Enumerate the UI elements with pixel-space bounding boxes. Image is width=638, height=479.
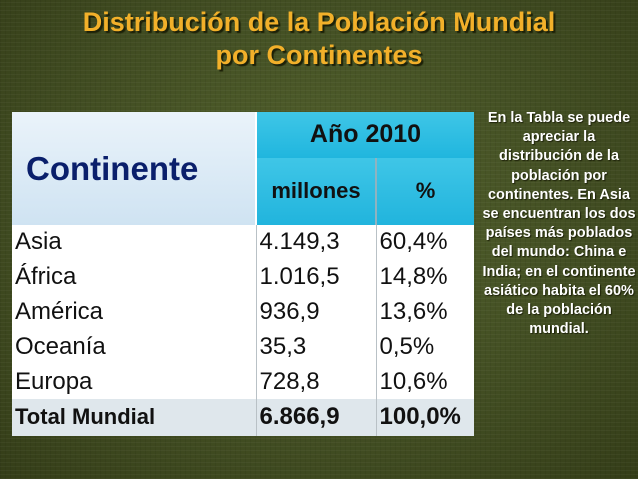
slide-title-line2: por Continentes — [215, 40, 423, 70]
table-row: África 1.016,5 14,8% — [12, 259, 474, 295]
table-row: Oceanía 35,3 0,5% — [12, 329, 474, 365]
cell-percent: 60,4% — [379, 228, 448, 256]
header-year: Año 2010 — [256, 112, 475, 158]
cell-continent: África — [12, 259, 257, 295]
table-row: Asia 4.149,3 60,4% — [12, 225, 474, 260]
slide-title-line1: Distribución de la Población Mundial — [82, 7, 556, 37]
header-millions: millones — [256, 157, 377, 226]
cell-continent: Oceanía — [12, 329, 257, 365]
header-continent: Continente — [12, 112, 257, 226]
cell-millions: 936,9 — [256, 294, 377, 330]
cell-percent: 10,6% — [379, 367, 448, 395]
cell-percent: 0,5% — [379, 332, 435, 360]
table-row: América 936,9 13,6% — [12, 294, 474, 330]
table-total-row: Total Mundial 6.866,9 100,0% — [12, 398, 475, 436]
cell-total-label: Total Mundial — [12, 398, 257, 436]
cell-percent: 13,6% — [379, 298, 448, 326]
cell-millions: 35,3 — [256, 329, 377, 365]
table-row: Europa 728,8 10,6% — [12, 364, 474, 399]
cell-continent: Europa — [12, 364, 257, 399]
population-table: Continente Año 2010 millones % Asia 4.14… — [12, 112, 475, 436]
cell-millions: 728,8 — [256, 364, 377, 399]
cell-percent: 14,8% — [379, 263, 448, 291]
cell-millions: 1.016,5 — [256, 259, 377, 295]
cell-continent: América — [12, 294, 257, 330]
side-note-text: En la Tabla se puede apreciar la distrib… — [482, 110, 636, 338]
header-percent: % — [376, 157, 475, 226]
cell-total-percent: 100,0% — [376, 398, 475, 436]
cell-millions: 4.149,3 — [256, 225, 377, 260]
cell-total-millions: 6.866,9 — [256, 398, 377, 436]
cell-continent: Asia — [12, 225, 257, 260]
slide-title: Distribución de la Población Mundial por… — [20, 6, 618, 72]
